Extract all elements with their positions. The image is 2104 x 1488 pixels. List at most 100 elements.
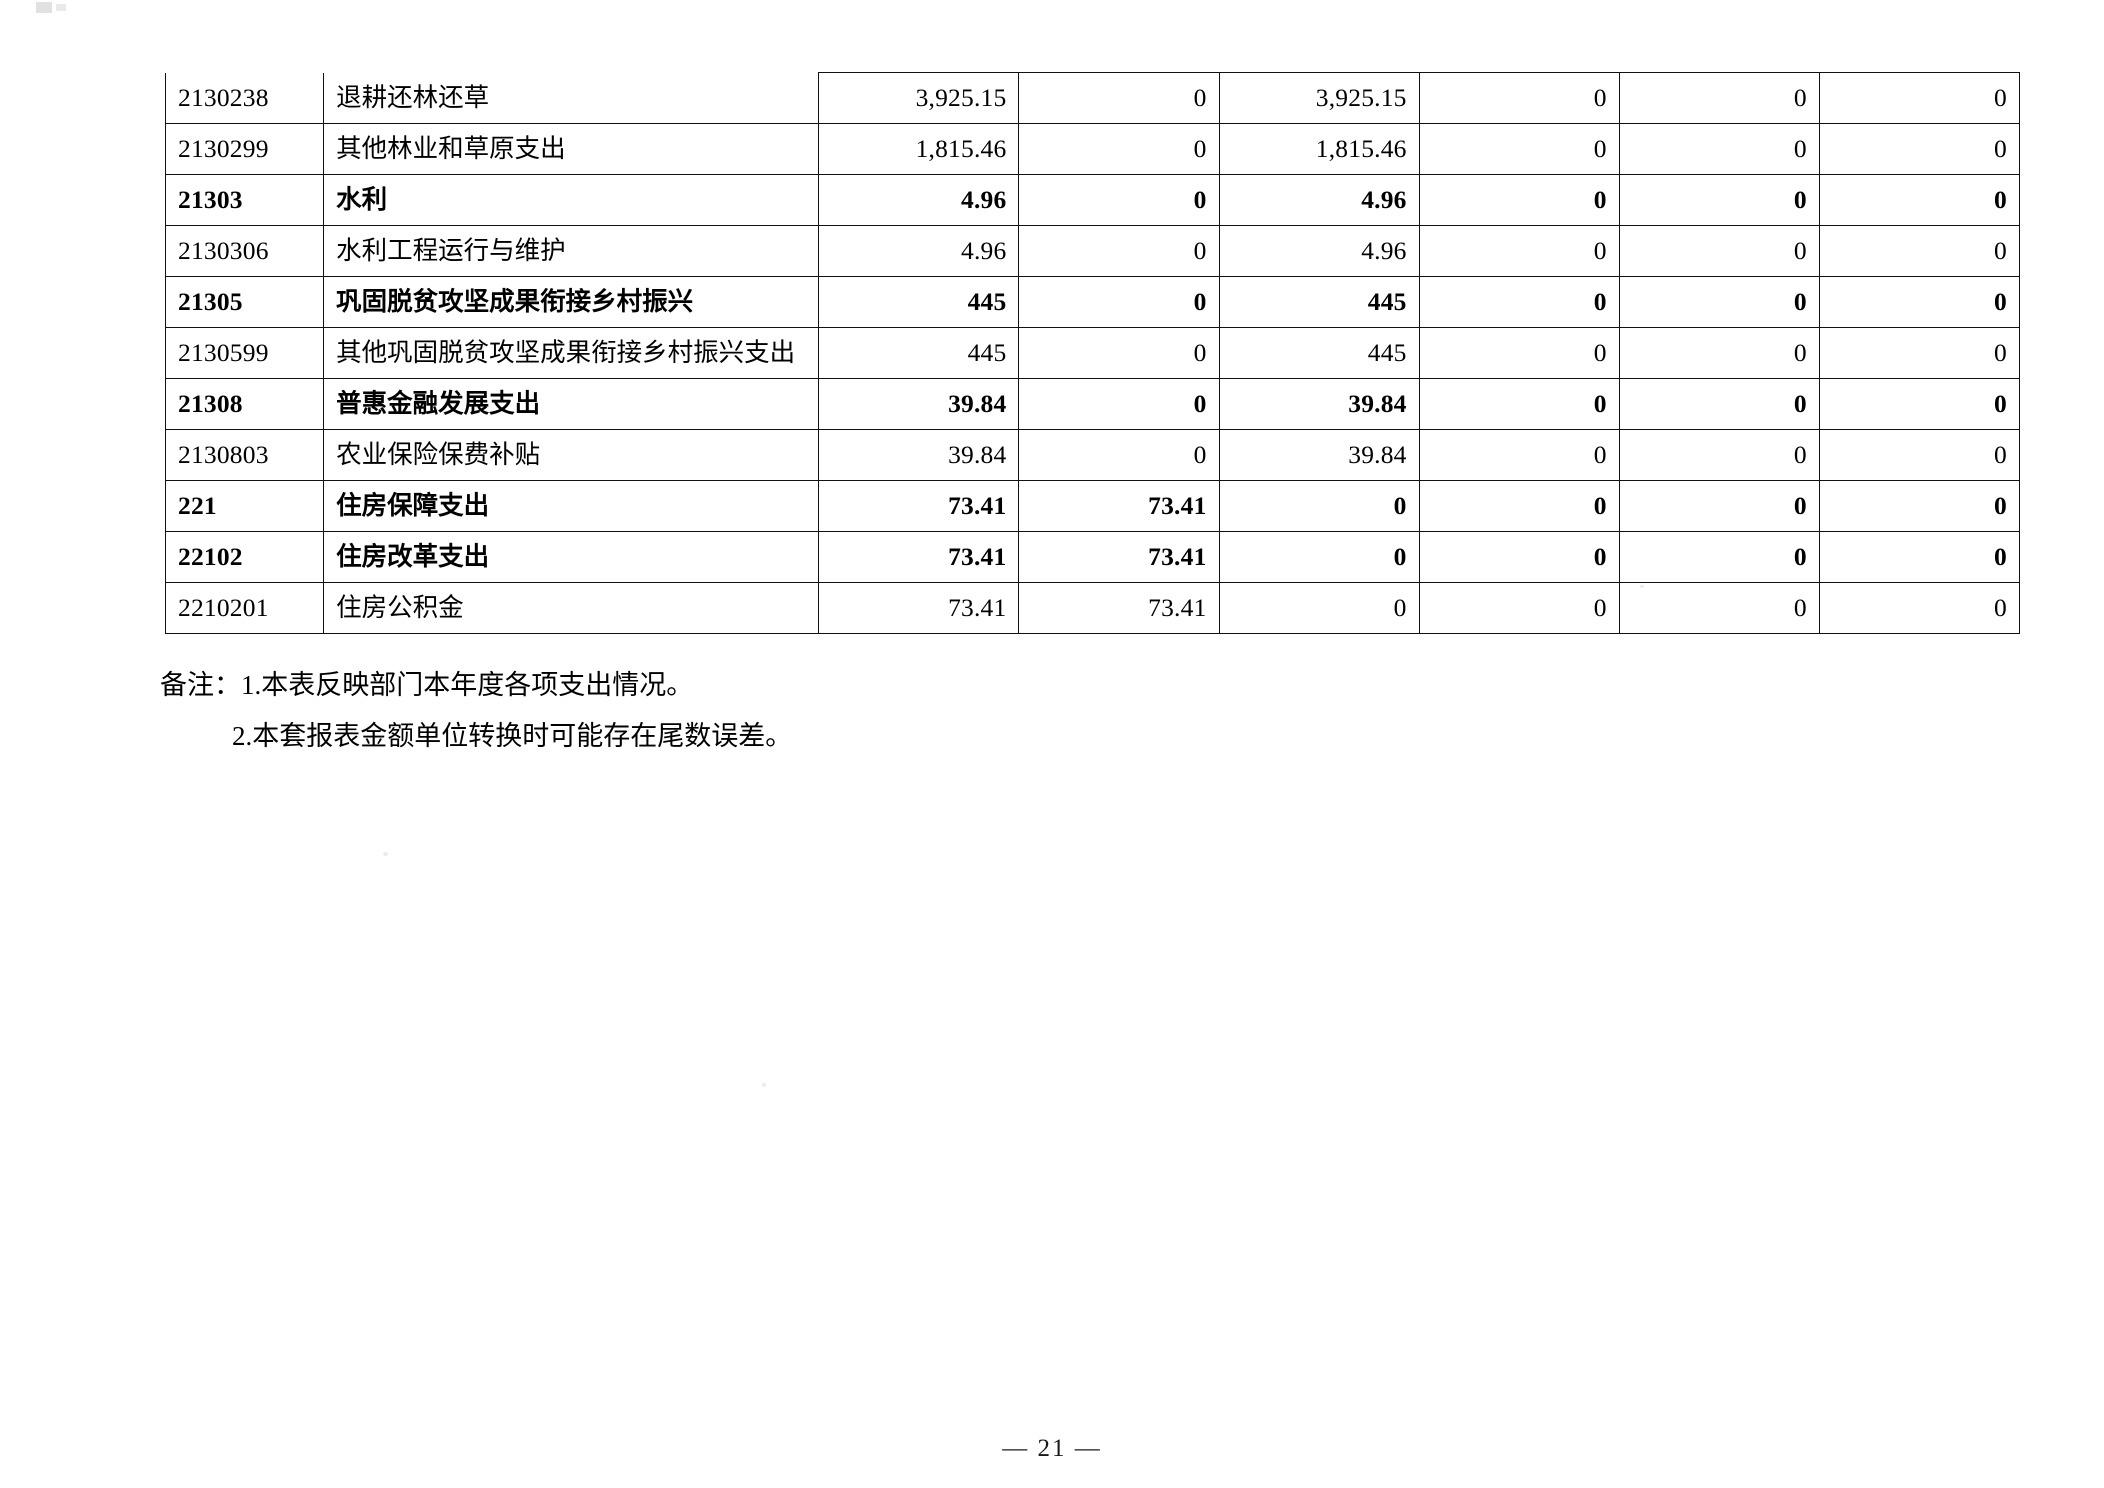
cell-value-2: 0 [1018,72,1220,124]
cell-value-1: 4.96 [818,174,1020,226]
scan-dust [1640,585,1644,588]
cell-value-1: 73.41 [818,531,1020,583]
cell-value-6: 0 [1818,276,2021,328]
cell-value-5: 0 [1618,480,1820,532]
cell-code: 2130238 [164,72,325,124]
table-row: 2210201 住房公积金 73.41 73.41 0 0 0 0 [164,582,2021,634]
cell-value-4: 0 [1418,123,1620,175]
table-row: 2130599 其他巩固脱贫攻坚成果衔接乡村振兴支出 445 0 445 0 0 0 [164,327,2021,379]
cell-value-4: 0 [1418,276,1620,328]
cell-value-3: 39.84 [1218,429,1420,481]
cell-value-6: 0 [1818,225,2021,277]
cell-value-2: 0 [1018,225,1220,277]
cell-value-3: 445 [1218,276,1420,328]
cell-value-5: 0 [1618,276,1820,328]
cell-value-4: 0 [1418,531,1620,583]
cell-name: 其他巩固脱贫攻坚成果衔接乡村振兴支出 [323,327,820,379]
cell-value-2: 0 [1018,174,1220,226]
table-row: 2130299 其他林业和草原支出 1,815.46 0 1,815.46 0 0 0 [164,123,2021,175]
scan-dust [762,1083,766,1087]
cell-value-5: 0 [1618,72,1820,124]
cell-code: 2130803 [164,429,325,481]
table-notes: 备注：1.本表反映部门本年度各项支出情况。 2.本套报表金额单位转换时可能存在尾… [160,660,792,763]
cell-value-6: 0 [1818,429,2021,481]
cell-value-5: 0 [1618,429,1820,481]
cell-value-5: 0 [1618,327,1820,379]
scan-dust [383,852,388,856]
table-row: 21303 水利 4.96 0 4.96 0 0 0 [164,174,2021,226]
cell-value-1: 39.84 [818,429,1020,481]
scan-artifact [56,4,66,11]
expenditure-table: 2130238 退耕还林还草 3,925.15 0 3,925.15 0 0 0 2130299… [164,72,2021,634]
cell-value-2: 0 [1018,327,1220,379]
cell-code: 2130299 [164,123,325,175]
cell-value-5: 0 [1618,123,1820,175]
cell-value-6: 0 [1818,174,2021,226]
cell-value-4: 0 [1418,225,1620,277]
table-row: 2130238 退耕还林还草 3,925.15 0 3,925.15 0 0 0 [164,72,2021,124]
note-line-2: 2.本套报表金额单位转换时可能存在尾数误差。 [232,721,793,752]
cell-value-3: 4.96 [1218,225,1420,277]
cell-name: 巩固脱贫攻坚成果衔接乡村振兴 [323,276,820,328]
table-row: 221 住房保障支出 73.41 73.41 0 0 0 0 [164,480,2021,532]
cell-value-4: 0 [1418,327,1620,379]
cell-code: 2130599 [164,327,325,379]
table-row: 21305 巩固脱贫攻坚成果衔接乡村振兴 445 0 445 0 0 0 [164,276,2021,328]
cell-value-3: 0 [1218,531,1420,583]
cell-value-2: 0 [1018,378,1220,430]
table-row: 22102 住房改革支出 73.41 73.41 0 0 0 0 [164,531,2021,583]
cell-code: 21303 [164,174,325,226]
cell-value-1: 445 [818,327,1020,379]
cell-value-3: 0 [1218,582,1420,634]
cell-value-6: 0 [1818,123,2021,175]
cell-value-3: 3,925.15 [1218,72,1420,124]
cell-value-3: 39.84 [1218,378,1420,430]
cell-code: 21305 [164,276,325,328]
cell-name: 普惠金融发展支出 [323,378,820,430]
cell-value-3: 4.96 [1218,174,1420,226]
cell-value-1: 73.41 [818,480,1020,532]
cell-name: 农业保险保费补贴 [323,429,820,481]
cell-value-2: 73.41 [1018,480,1220,532]
cell-value-3: 0 [1218,480,1420,532]
note-line-1: 备注：1.本表反映部门本年度各项支出情况。 [160,670,694,700]
cell-code: 2210201 [164,582,325,634]
cell-value-4: 0 [1418,480,1620,532]
cell-name: 退耕还林还草 [323,72,820,124]
cell-code: 221 [164,480,325,532]
cell-name: 其他林业和草原支出 [323,123,820,175]
cell-value-6: 0 [1818,327,2021,379]
cell-value-5: 0 [1618,225,1820,277]
cell-value-4: 0 [1418,429,1620,481]
cell-value-1: 1,815.46 [818,123,1020,175]
cell-value-6: 0 [1818,582,2021,634]
cell-value-2: 73.41 [1018,582,1220,634]
cell-value-5: 0 [1618,582,1820,634]
cell-value-3: 445 [1218,327,1420,379]
cell-value-2: 0 [1018,123,1220,175]
cell-value-4: 0 [1418,72,1620,124]
table-row: 2130306 水利工程运行与维护 4.96 0 4.96 0 0 0 [164,225,2021,277]
cell-value-1: 73.41 [818,582,1020,634]
cell-value-4: 0 [1418,582,1620,634]
cell-value-6: 0 [1818,72,2021,124]
cell-value-1: 3,925.15 [818,72,1020,124]
cell-name: 住房改革支出 [323,531,820,583]
cell-value-1: 445 [818,276,1020,328]
cell-code: 22102 [164,531,325,583]
cell-name: 水利 [323,174,820,226]
page-number: — 21 — [1002,1435,1102,1462]
budget-table-container: 2130238 退耕还林还草 3,925.15 0 3,925.15 0 0 0 2130299… [164,72,2021,634]
cell-value-2: 0 [1018,429,1220,481]
cell-value-1: 39.84 [818,378,1020,430]
scan-artifact [36,2,52,13]
cell-value-2: 0 [1018,276,1220,328]
cell-name: 住房保障支出 [323,480,820,532]
cell-value-6: 0 [1818,480,2021,532]
cell-value-1: 4.96 [818,225,1020,277]
cell-value-3: 1,815.46 [1218,123,1420,175]
cell-code: 2130306 [164,225,325,277]
cell-code: 21308 [164,378,325,430]
cell-name: 水利工程运行与维护 [323,225,820,277]
